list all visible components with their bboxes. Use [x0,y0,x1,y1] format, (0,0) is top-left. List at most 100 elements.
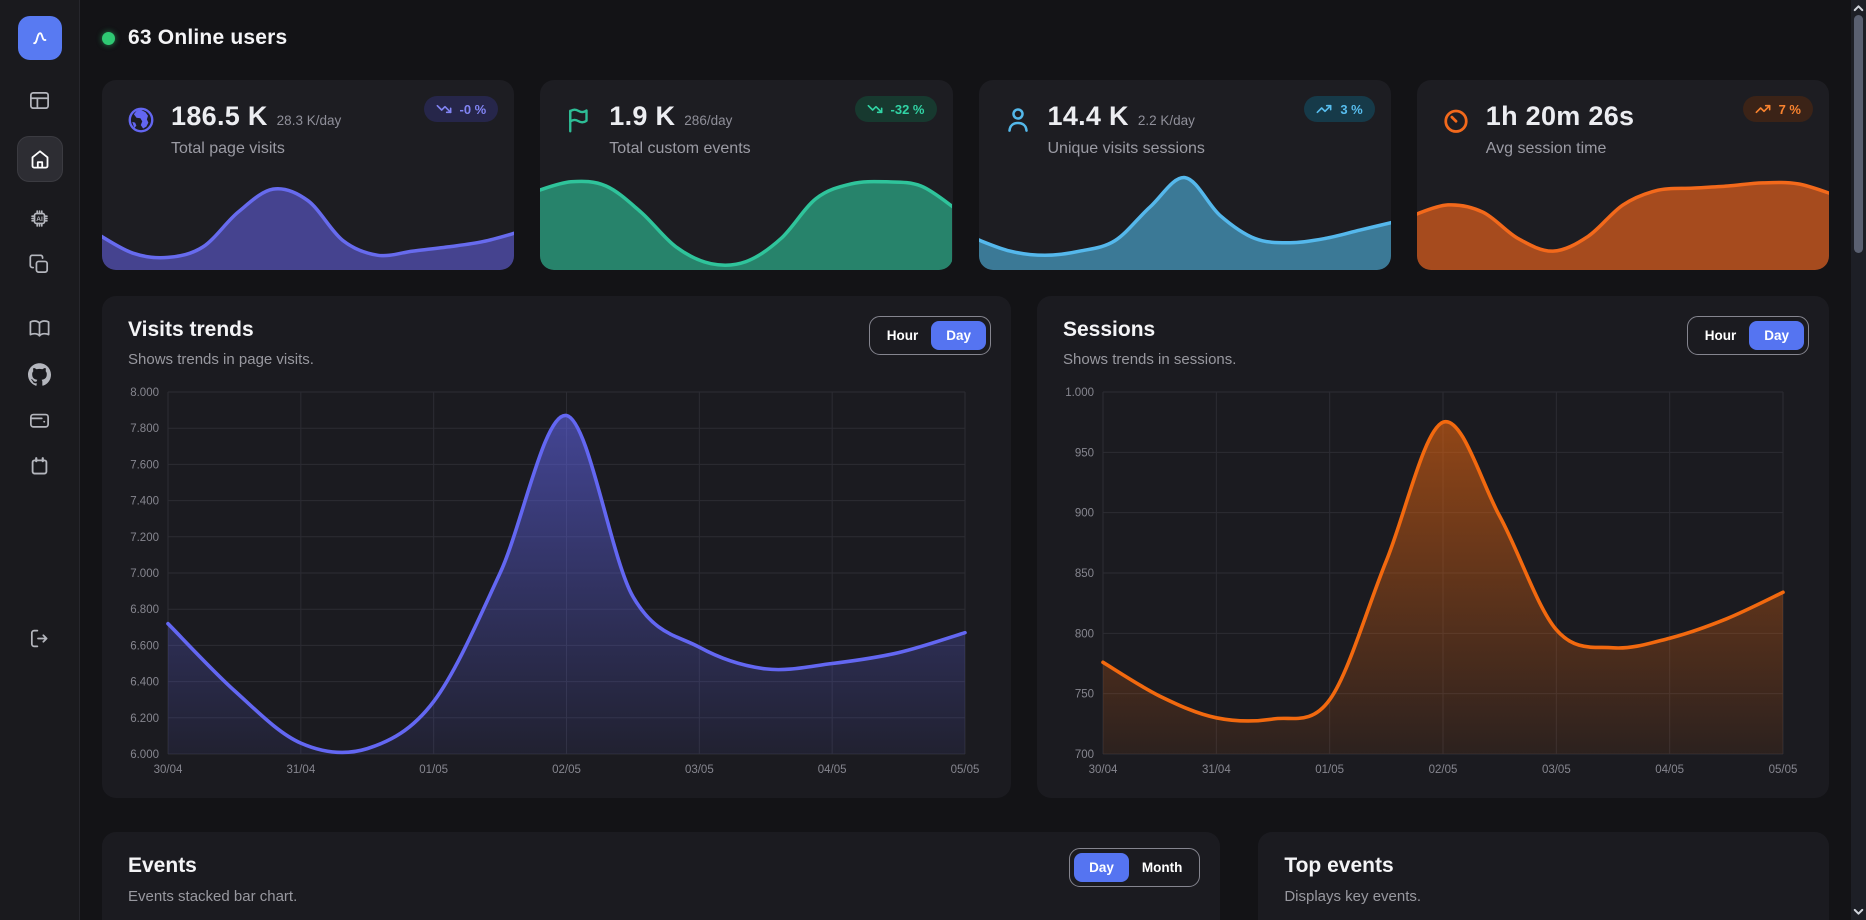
trend-badge-value: -32 % [890,101,925,117]
svg-text:03/05: 03/05 [1542,764,1571,776]
toggle-day-button[interactable]: Day [1749,321,1804,350]
visits-trends-chart: 6.000 6.200 6.400 6.600 6.800 7.000 7.200 7.400… [118,384,995,780]
page-scrollbar[interactable] [1851,0,1866,920]
toggle-hour-button[interactable]: Hour [1692,321,1750,350]
trend-badge: 3 % [1304,96,1375,122]
scrollbar-thumb[interactable] [1854,15,1863,253]
sparkline-chart [102,158,514,270]
sidebar-item-dashboard[interactable] [20,82,60,118]
svg-text:30/04: 30/04 [1089,764,1118,776]
main-content: 63 Online users 186.5 K 28.3 K/day [80,0,1866,920]
book-open-icon [28,317,51,340]
stat-value: 1h 20m 26s [1485,101,1635,131]
svg-text:850: 850 [1075,568,1094,580]
events-panel: Events Events stacked bar chart. Day Mon… [102,832,1221,920]
timer-icon [1441,105,1471,135]
trending-up-icon [1316,101,1332,117]
trend-badge-value: 7 % [1778,101,1801,117]
sidebar: AI [0,0,80,920]
sessions-panel: Sessions Shows trends in sessions. Hour … [1037,296,1829,798]
stat-label: Unique visits sessions [1047,140,1205,157]
scroll-down-icon[interactable] [1852,905,1865,918]
flag-icon [564,105,594,135]
svg-text:7.000: 7.000 [130,568,159,580]
stat-per-day: 28.3 K/day [276,113,342,128]
svg-text:30/04: 30/04 [154,764,183,776]
stat-per-day: 286/day [684,113,733,128]
toggle-day-button[interactable]: Day [1074,853,1129,882]
stat-value: 1.9 K [609,101,676,131]
hour-day-toggle: Hour Day [1686,316,1809,355]
svg-text:950: 950 [1075,447,1094,459]
sidebar-nav: AI [16,82,63,656]
svg-text:6.400: 6.400 [130,677,159,689]
wallet-icon [28,409,51,432]
sidebar-item-calendar[interactable] [20,448,60,484]
copy-icon [28,253,51,276]
trending-down-icon [436,101,452,117]
sidebar-item-home[interactable] [16,136,63,182]
panel-title: Top events [1284,854,1394,877]
trend-badge-value: -0 % [459,101,487,117]
panel-subtitle: Displays key events. [1284,888,1422,905]
layout-icon [28,89,51,112]
panel-subtitle: Events stacked bar chart. [128,888,298,905]
toggle-month-button[interactable]: Month [1129,853,1195,882]
visits-trends-panel: Visits trends Shows trends in page visit… [102,296,1011,798]
bottom-row: Events Events stacked bar chart. Day Mon… [102,832,1829,920]
online-users-count: 63 Online users [128,26,288,49]
svg-text:1.000: 1.000 [1065,387,1094,399]
sessions-chart: 700 750 800 850 900 950 1.000 30/04 31/04 01/05 02… [1053,384,1813,780]
svg-text:05/05: 05/05 [951,764,980,776]
svg-text:01/05: 01/05 [1315,764,1344,776]
scroll-up-icon[interactable] [1852,2,1865,15]
trend-badge: -32 % [854,96,937,122]
stat-label: Total page visits [171,140,285,157]
stat-value: 186.5 K [171,101,268,131]
svg-text:800: 800 [1075,628,1094,640]
app-logo[interactable] [17,16,62,60]
sidebar-item-logout[interactable] [20,620,60,656]
user-icon [1003,105,1033,135]
stat-card-unique-visits-sessions: 14.4 K 2.2 K/day Unique visits sessions … [978,80,1391,270]
trend-badge-value: 3 % [1340,101,1363,117]
toggle-hour-button[interactable]: Hour [874,321,932,350]
panel-title: Events [128,854,197,877]
toggle-day-button[interactable]: Day [931,321,986,350]
panel-subtitle: Shows trends in sessions. [1063,351,1237,368]
top-events-panel: Top events Displays key events. [1258,832,1829,920]
svg-text:7.200: 7.200 [130,532,159,544]
sidebar-item-pages[interactable] [20,246,60,282]
hour-day-toggle: Hour Day [868,316,991,355]
globe-icon [126,105,156,135]
stat-card-total-custom-events: 1.9 K 286/day Total custom events -32 % [540,80,953,270]
svg-text:04/05: 04/05 [818,764,847,776]
sidebar-item-docs[interactable] [20,310,60,346]
panel-title: Visits trends [128,318,254,341]
panel-title: Sessions [1063,318,1156,341]
svg-text:05/05: 05/05 [1769,764,1798,776]
svg-text:02/05: 02/05 [1429,764,1458,776]
svg-text:6.000: 6.000 [130,749,159,761]
stat-cards-row: 186.5 K 28.3 K/day Total page visits -0 … [102,80,1829,270]
github-icon [28,362,51,386]
ai-chip-icon: AI [28,207,51,230]
svg-text:7.400: 7.400 [130,496,159,508]
svg-text:02/05: 02/05 [552,764,581,776]
online-users-header: 63 Online users [102,24,1829,52]
online-status-dot [102,31,115,45]
home-icon [28,147,52,171]
svg-text:750: 750 [1075,689,1094,701]
svg-text:04/05: 04/05 [1655,764,1684,776]
charts-row: Visits trends Shows trends in page visit… [102,296,1829,798]
logout-icon [28,627,51,650]
sidebar-item-wallet[interactable] [20,402,60,438]
sidebar-item-github[interactable] [20,356,60,392]
stat-label: Avg session time [1485,140,1607,157]
sidebar-item-ai-assistant[interactable]: AI [20,200,60,236]
panel-subtitle: Shows trends in page visits. [128,351,314,368]
svg-text:AI: AI [36,215,43,222]
trending-down-icon [867,101,883,117]
svg-text:7.800: 7.800 [130,423,159,435]
stat-per-day: 2.2 K/day [1137,113,1195,128]
